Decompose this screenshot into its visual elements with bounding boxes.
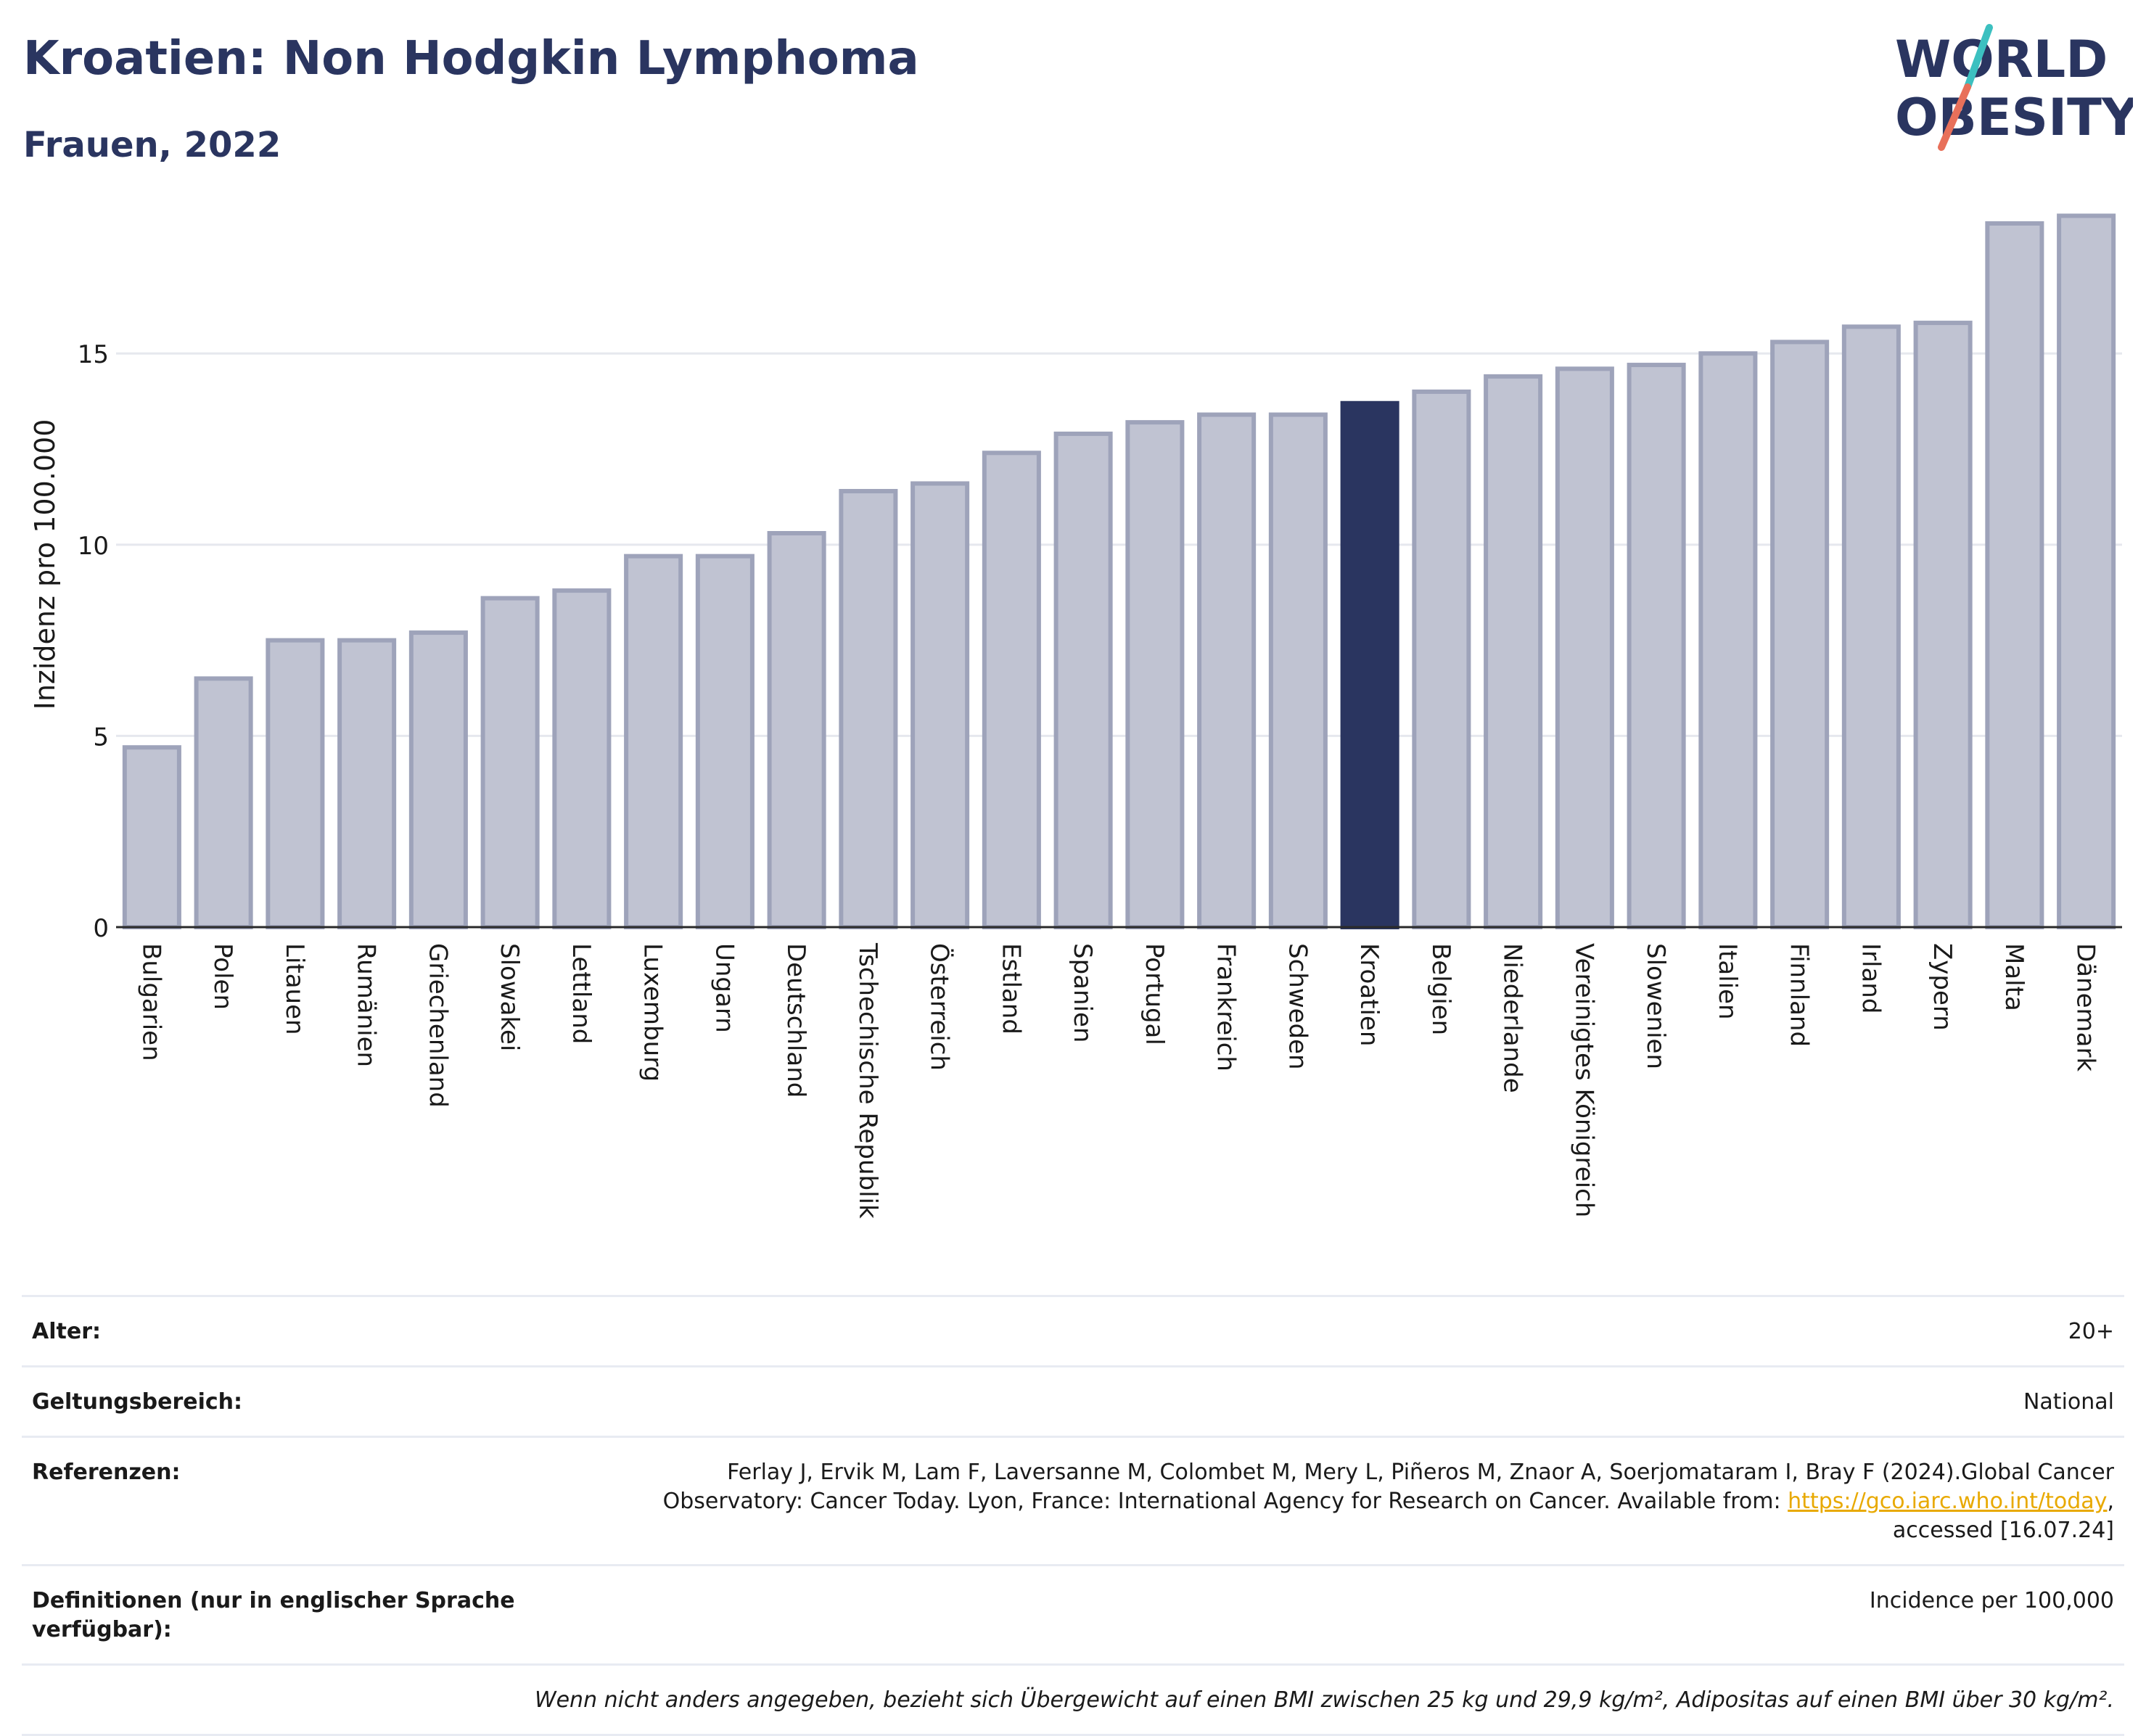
bar [910, 481, 970, 929]
x-tick-label: Malta [1999, 943, 2028, 1011]
y-axis-label: Inzidenz pro 100.000 [29, 419, 61, 710]
x-tick-label: Italien [1713, 943, 1742, 1020]
metadata-table: Alter: 20+ Geltungsbereich: National Ref… [22, 1295, 2124, 1736]
bar [552, 588, 612, 929]
x-tick-label: Schweden [1283, 943, 1312, 1070]
references-label: Referenzen: [32, 1460, 181, 1485]
logo-text-world: WORLD [1895, 30, 2108, 89]
y-tick-label: 5 [93, 723, 109, 752]
x-tick-label: Lettland [567, 943, 596, 1044]
y-tick-label: 10 [78, 532, 109, 561]
scope-label: Geltungsbereich: [32, 1389, 243, 1415]
x-tick-label: Spanien [1068, 943, 1097, 1042]
category-labels: Bulgarien Polen Litauen Rumänien Griechenlan… [136, 942, 2100, 1219]
bar [839, 489, 898, 929]
bar [695, 554, 755, 930]
bar [1197, 412, 1257, 929]
x-tick-label: Ungarn [710, 943, 739, 1033]
logo-slash-top [1964, 24, 1993, 91]
bar [1053, 431, 1113, 929]
bar [337, 638, 397, 929]
references-value: Ferlay J, Ervik M, Lam F, Laversanne M, … [662, 1460, 2114, 1543]
chart-subtitle: Frauen, 2022 [23, 125, 281, 165]
x-tick-label: Tschechische Republik [853, 942, 882, 1219]
bar [194, 676, 253, 929]
bar [624, 554, 683, 930]
bar-highlight [1340, 400, 1399, 929]
bar [1698, 351, 1758, 929]
x-tick-label: Portugal [1140, 943, 1169, 1045]
bar [1412, 389, 1471, 929]
bar [1770, 340, 1830, 929]
x-tick-label: Zypern [1928, 943, 1957, 1031]
x-tick-label: Belgien [1426, 943, 1455, 1035]
scope-value: National [2023, 1389, 2114, 1415]
chart-title: Kroatien: Non Hodgkin Lymphoma [23, 32, 919, 86]
x-tick-label: Estland [996, 943, 1025, 1034]
x-tick-label: Luxemburg [638, 943, 667, 1082]
bar [408, 630, 468, 929]
reference-text-2: Observatory: Cancer Today. Lyon, France:… [662, 1489, 1788, 1514]
reference-text-3: accessed [16.07.24] [1892, 1518, 2114, 1543]
x-tick-label: Niederlande [1498, 943, 1527, 1093]
age-label: Alter: [32, 1319, 101, 1344]
x-tick-label: Frankreich [1212, 943, 1241, 1071]
x-tick-label: Litauen [280, 943, 309, 1035]
x-tick-label: Griechenland [423, 943, 452, 1108]
bar [122, 745, 181, 929]
bar [1985, 221, 2044, 929]
bar [1125, 420, 1185, 929]
x-tick-label: Rumänien [352, 943, 381, 1067]
bar [2057, 213, 2116, 929]
x-tick-label: Slowakei [495, 943, 524, 1051]
bar [1627, 363, 1686, 929]
world-obesity-logo: WORLD OBESITY [1895, 24, 2133, 151]
y-tick-label: 15 [78, 340, 109, 369]
bar [1484, 374, 1543, 929]
bar [1841, 324, 1901, 930]
definitions-value: Incidence per 100,000 [1869, 1588, 2114, 1613]
y-tick-label: 0 [93, 914, 109, 943]
reference-link[interactable]: https://gco.iarc.who.int/today [1788, 1489, 2108, 1514]
x-tick-label: Bulgarien [136, 943, 165, 1061]
bar [767, 531, 826, 929]
x-tick-label: Vereinigtes Königreich [1569, 943, 1598, 1217]
age-value: 20+ [2068, 1319, 2114, 1344]
x-tick-label: Slowenien [1641, 943, 1670, 1069]
bar [1555, 366, 1614, 930]
bar-chart: 0 5 10 15 Bulgarien Polen Litauen Rumänien Grie… [29, 213, 2122, 1219]
bar [1913, 321, 1973, 929]
definitions-label: Definitionen (nur in englischer Sprache … [32, 1588, 515, 1642]
bar [1268, 412, 1328, 929]
bar [266, 638, 325, 929]
x-tick-label: Polen [208, 943, 237, 1010]
logo-slash-bottom [1938, 83, 1971, 151]
x-tick-label: Kroatien [1354, 943, 1384, 1046]
meta-row-definitions: Definitionen (nur in englischer Sprache … [22, 1564, 2124, 1663]
reference-text-1: Ferlay J, Ervik M, Lam F, Laversanne M, … [727, 1460, 2114, 1485]
x-tick-label: Finnland [1785, 943, 1814, 1047]
axes: 0 5 10 15 [78, 340, 2122, 943]
bar [480, 596, 540, 930]
x-tick-label: Irland [1856, 943, 1885, 1013]
meta-row-references: Referenzen: Ferlay J, Ervik M, Lam F, La… [22, 1436, 2124, 1564]
bars [122, 213, 2116, 930]
meta-row-scope: Geltungsbereich: National [22, 1365, 2124, 1436]
bar [982, 451, 1041, 929]
footnote: Wenn nicht anders angegeben, bezieht sic… [534, 1687, 2114, 1713]
x-tick-label: Deutschland [781, 943, 810, 1098]
x-tick-label: Dänemark [2071, 943, 2100, 1071]
meta-row-age: Alter: 20+ [22, 1295, 2124, 1365]
x-tick-label: Österreich [925, 943, 955, 1071]
logo-text-obesity: OBESITY [1895, 88, 2133, 147]
meta-row-note: Wenn nicht anders angegeben, bezieht sic… [22, 1663, 2124, 1736]
